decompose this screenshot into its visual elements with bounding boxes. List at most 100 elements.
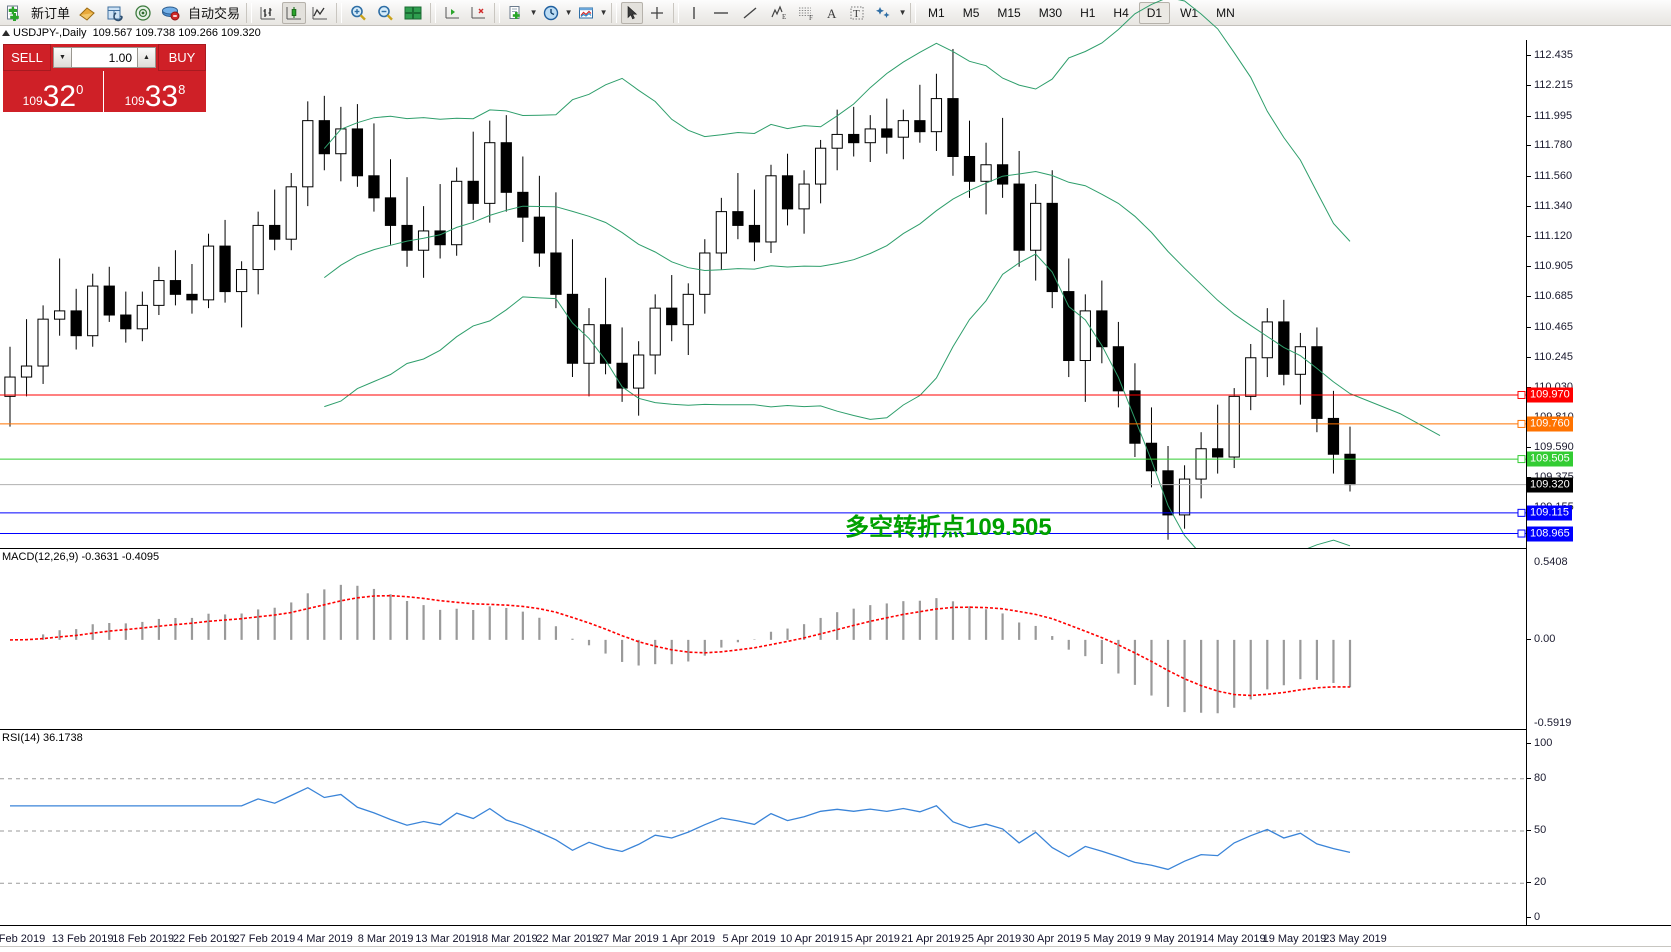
timeframe-d1[interactable]: D1 [1138,1,1171,24]
axis-bottom-line [0,946,1671,947]
time-axis-label: 23 May 2019 [1323,933,1387,945]
chart-annotation-text[interactable]: 多空转折点109.505 [845,514,1052,542]
time-axis-label: 19 May 2019 [1262,933,1327,945]
price-tick [1526,266,1531,268]
time-axis-label: 14 May 2019 [1202,933,1266,945]
timeframe-m1[interactable]: M1 [928,5,945,20]
sell-price-display[interactable]: 109 32 0 [3,71,103,112]
macd-tick [1526,638,1531,640]
lot-size-input[interactable]: 1.00 [72,47,137,68]
expert-advisors-icon[interactable] [74,2,100,24]
toolbar-separator [494,2,501,23]
rsi-pane[interactable]: RSI(14) 36.1738 [0,729,1526,925]
timeframe-h1[interactable]: H1 [1080,5,1096,20]
macd-label: MACD(12,26,9) -0.3631 -0.4095 [2,551,160,563]
buy-price-fraction: 8 [178,82,186,97]
toolbar-separator [430,2,437,23]
cursor-icon[interactable] [621,1,644,24]
zoom-in-icon[interactable] [346,2,371,24]
sell-price-fraction: 0 [76,82,84,97]
macd-tick-label: 0.00 [1534,632,1556,645]
chart-shift-icon[interactable] [440,2,464,24]
price-tick-label: 110.685 [1534,290,1573,303]
price-tick-label: 110.465 [1534,320,1573,333]
price-tick [1526,206,1531,208]
price-tick [1526,386,1531,388]
time-axis[interactable]: Feb 2019 13 Feb 2019 18 Feb 2019 22 Feb 201… [0,925,1671,952]
time-axis-label: 21 Apr 2019 [901,933,961,945]
lot-increment-button[interactable]: ▲ [137,47,156,68]
elliott-wave-icon[interactable]: E [765,2,791,24]
lot-decrement-button[interactable]: ▼ [53,47,72,68]
timeframe-w1[interactable]: W1 [1180,5,1199,20]
period-icon[interactable] [539,2,563,24]
auto-scroll-icon[interactable] [466,2,490,24]
data-window-icon[interactable] [102,2,128,24]
vertical-line-icon[interactable] [683,2,705,24]
autotrading-label[interactable]: 自动交易 [188,6,241,21]
buy-price-main: 33 [144,80,179,113]
sell-price-prefix: 109 [22,94,43,108]
horizontal-line-icon[interactable] [707,2,735,24]
price-level-tag[interactable]: 108.965 [1527,526,1573,542]
new-order-label[interactable]: 新订单 [31,6,71,21]
rsi-tick [1526,882,1531,884]
time-axis-label: 13 Mar 2019 [415,933,478,945]
navigator-icon[interactable] [130,2,156,24]
price-tick [1526,326,1531,328]
price-level-tag[interactable]: 109.505 [1527,451,1573,467]
rsi-tick-label: 80 [1534,771,1547,784]
macd-pane[interactable]: MACD(12,26,9) -0.3631 -0.4095 [0,548,1526,729]
price-pane[interactable] [0,0,1526,576]
trade-panel-prices: 109 32 0 109 33 8 [3,71,206,112]
trade-panel-top: SELL ▼ 1.00 ▲ BUY [3,44,206,71]
text-icon[interactable]: A [821,2,843,24]
sell-button[interactable]: SELL [3,44,51,71]
templates-icon[interactable] [504,2,528,24]
time-axis-label: 9 May 2019 [1144,933,1202,945]
timeframe-m30[interactable]: M30 [1038,5,1063,20]
price-tick [1526,145,1531,147]
price-level-tag[interactable]: 109.970 [1527,387,1573,403]
timeframe-h4[interactable]: H4 [1113,5,1129,20]
objects-dropdown-caret[interactable]: ▼ [898,7,907,17]
text-label-icon[interactable]: T [845,2,869,24]
period-dropdown-caret[interactable]: ▼ [564,7,573,17]
trendline-icon[interactable] [737,2,763,24]
price-tick-label: 111.560 [1534,169,1573,182]
price-level-tag[interactable]: 109.320 [1527,477,1573,493]
templates-dropdown-caret[interactable]: ▼ [529,7,538,17]
rsi-tick [1526,830,1531,831]
time-axis-label: 8 Mar 2019 [357,933,414,945]
tile-windows-icon[interactable] [400,2,426,24]
time-axis-label: 22 Feb 2019 [172,933,235,945]
price-tick [1526,115,1531,117]
buy-price-display[interactable]: 109 33 8 [103,71,206,112]
zoom-out-icon[interactable] [373,2,398,24]
autotrading-icon[interactable] [158,2,184,24]
price-scale[interactable]: 112.435 112.215 111.995 111.780 111.560 111.3… [1526,40,1671,548]
bar-chart-icon[interactable] [256,2,280,24]
indicators-dropdown-caret[interactable]: ▼ [599,7,608,17]
price-level-tag[interactable]: 109.115 [1527,505,1572,521]
price-level-tag[interactable]: 109.760 [1527,416,1573,432]
time-axis-label: 27 Mar 2019 [597,933,659,945]
one-click-trading-panel[interactable]: SELL ▼ 1.00 ▲ BUY 109 32 0 109 33 8 [3,44,206,112]
indicators-icon[interactable] [574,2,598,24]
line-chart-icon[interactable] [308,2,332,24]
lot-size-stepper[interactable]: ▼ 1.00 ▲ [51,44,158,71]
objects-icon[interactable] [871,2,897,24]
timeframe-mn[interactable]: MN [1216,5,1235,20]
timeframe-m5[interactable]: M5 [962,5,980,20]
time-axis-label: 22 Mar 2019 [536,933,599,945]
time-axis-label: 15 Apr 2019 [840,933,900,945]
buy-button[interactable]: BUY [158,44,206,71]
price-tick-label: 111.995 [1534,109,1573,122]
fibonacci-icon[interactable]: F [793,2,819,24]
crosshair-icon[interactable] [645,2,669,24]
new-order-button[interactable] [3,2,27,24]
collapse-triangle-icon[interactable] [2,30,10,36]
timeframe-m15[interactable]: M15 [997,5,1021,20]
candlestick-chart-icon[interactable] [282,1,307,24]
